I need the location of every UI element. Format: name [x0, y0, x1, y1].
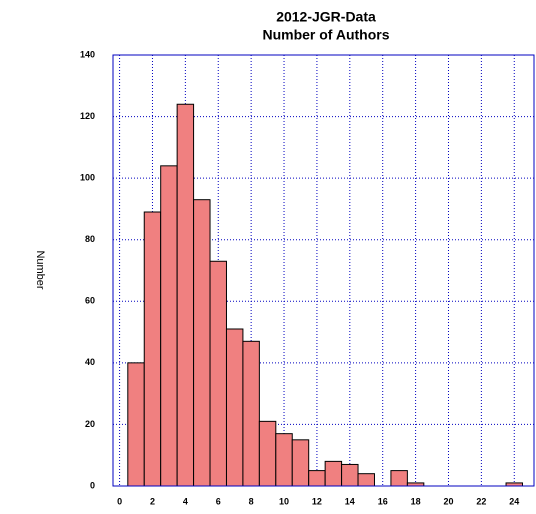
x-tick-label: 24	[509, 496, 519, 506]
bar	[160, 165, 178, 487]
x-tick-label: 10	[279, 496, 289, 506]
bar	[143, 211, 162, 487]
bar	[291, 439, 310, 487]
y-tick-label: 100	[80, 173, 95, 183]
bar	[390, 470, 408, 487]
bar	[209, 260, 227, 487]
x-tick-label: 4	[183, 496, 188, 506]
plot-frame	[112, 54, 535, 487]
x-tick-label: 22	[476, 496, 486, 506]
y-tick-label: 40	[85, 357, 95, 367]
bar	[193, 199, 211, 487]
x-tick-label: 2	[150, 496, 155, 506]
bar	[357, 473, 375, 487]
bar	[275, 433, 293, 487]
x-tick-label: 12	[312, 496, 322, 506]
x-tick-label: 20	[443, 496, 453, 506]
bar	[341, 463, 359, 487]
x-tick-label: 0	[117, 496, 122, 506]
x-tick-label: 14	[345, 496, 355, 506]
bar	[242, 340, 260, 487]
bar	[225, 328, 244, 487]
bar	[308, 470, 326, 487]
x-tick-label: 18	[411, 496, 421, 506]
chart-title: 2012-JGR-Data	[276, 9, 376, 25]
y-tick-label: 0	[90, 480, 95, 490]
bar	[258, 420, 277, 487]
bar	[324, 460, 343, 487]
y-tick-label: 20	[85, 419, 95, 429]
y-tick-label: 80	[85, 234, 95, 244]
y-tick-label: 60	[85, 296, 95, 306]
bar	[127, 362, 145, 487]
x-tick-label: 8	[249, 496, 254, 506]
x-tick-label: 16	[378, 496, 388, 506]
x-tick-label: 6	[216, 496, 221, 506]
bar	[176, 103, 195, 487]
chart-subtitle: Number of Authors	[262, 27, 389, 43]
y-tick-label: 140	[80, 49, 95, 59]
y-tick-label: 120	[80, 111, 95, 121]
y-axis-label: Number	[34, 250, 46, 289]
